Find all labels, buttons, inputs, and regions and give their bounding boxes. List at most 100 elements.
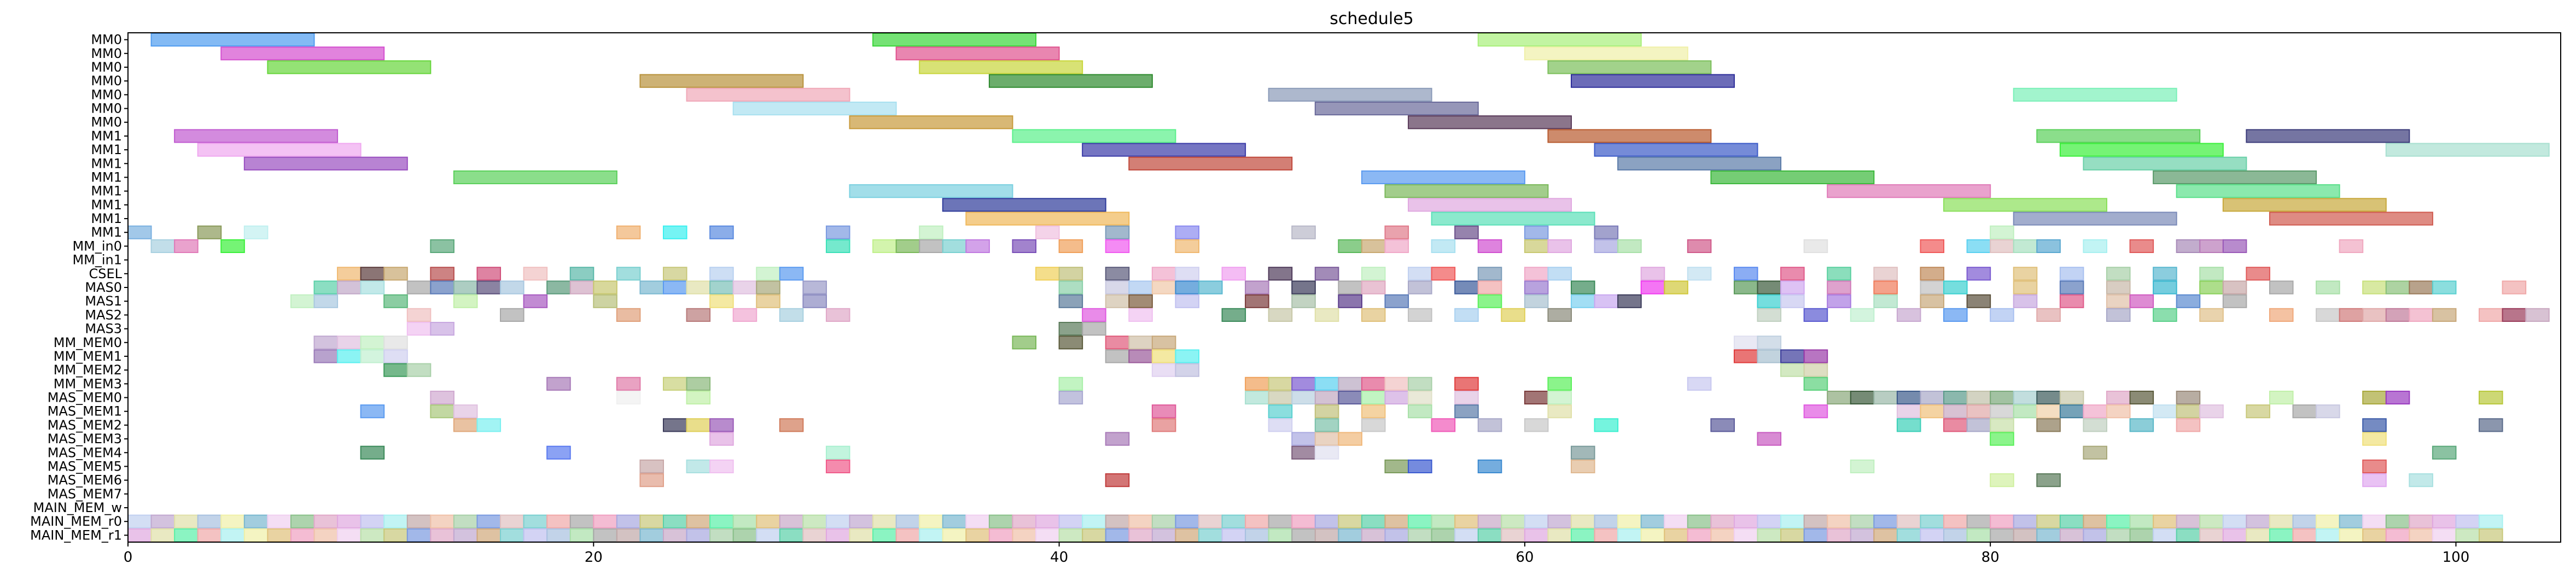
task-bar-534 xyxy=(1268,528,1293,542)
task-bar-94 xyxy=(2013,239,2038,254)
task-bar-113 xyxy=(779,267,804,281)
task-bar-219 xyxy=(1757,294,1782,308)
task-bar-303 xyxy=(662,377,687,391)
task-bar-594 xyxy=(1966,528,1991,542)
y-tick-label: MAS_MEM4 xyxy=(48,445,122,460)
task-bar-181 xyxy=(1873,280,1898,295)
task-bar-360 xyxy=(1547,404,1572,419)
task-bar-340 xyxy=(1990,390,2014,405)
task-bar-609 xyxy=(2153,514,2177,528)
task-bar-124 xyxy=(1431,267,1456,281)
task-bar-155 xyxy=(686,280,711,295)
task-bar-405 xyxy=(1291,432,1316,446)
task-bar-193 xyxy=(2385,280,2410,295)
task-bar-62 xyxy=(1454,225,1479,239)
task-bar-468 xyxy=(500,528,524,542)
task-bar-132 xyxy=(1827,267,1851,281)
task-bar-175 xyxy=(1640,280,1665,295)
task-bar-312 xyxy=(1384,377,1409,391)
task-bar-539 xyxy=(1338,514,1362,528)
task-bar-550 xyxy=(1454,528,1479,542)
task-bar-142 xyxy=(313,280,339,295)
task-bar-177 xyxy=(1733,280,1758,295)
task-bar-457 xyxy=(383,514,408,528)
y-tick-label: MM1 xyxy=(91,184,122,199)
task-bar-52 xyxy=(616,225,641,239)
task-bar-324 xyxy=(1291,390,1316,405)
task-bar-325 xyxy=(1314,390,1339,405)
task-bar-497 xyxy=(849,514,874,528)
task-bar-566 xyxy=(1640,528,1665,542)
task-bar-92 xyxy=(1966,239,1991,254)
task-bar-108 xyxy=(569,267,595,281)
task-bar-385 xyxy=(1268,418,1293,432)
task-bar-236 xyxy=(779,308,804,322)
task-bar-450 xyxy=(290,528,315,542)
task-bar-32 xyxy=(2083,156,2247,171)
task-bar-503 xyxy=(919,514,943,528)
task-bar-590 xyxy=(1920,528,1945,542)
task-bar-610 xyxy=(2153,528,2177,542)
task-bar-333 xyxy=(1827,390,1851,405)
task-bar-208 xyxy=(1128,294,1153,308)
task-bar-279 xyxy=(1128,336,1153,350)
task-bar-511 xyxy=(1012,514,1037,528)
task-bar-411 xyxy=(360,445,385,460)
task-bar-294 xyxy=(1803,349,1828,363)
task-bar-115 xyxy=(1058,267,1083,281)
task-bar-321 xyxy=(1058,390,1083,405)
task-bar-252 xyxy=(1943,308,1968,322)
task-bar-361 xyxy=(1803,404,1828,419)
task-bar-50 xyxy=(197,225,222,239)
task-bar-179 xyxy=(1780,280,1805,295)
task-bar-542 xyxy=(1361,528,1386,542)
task-bar-200 xyxy=(453,294,478,308)
task-bar-186 xyxy=(2106,280,2131,295)
task-bar-204 xyxy=(756,294,780,308)
task-bar-273 xyxy=(337,336,362,350)
y-tick-label: MM_MEM1 xyxy=(54,349,122,364)
task-bar-308 xyxy=(1291,377,1316,391)
task-bar-310 xyxy=(1338,377,1362,391)
y-tick-label: CSEL xyxy=(89,266,122,281)
task-bar-353 xyxy=(453,404,478,419)
task-bar-547 xyxy=(1431,514,1456,528)
x-axis: 0 20 40 60 80 100 xyxy=(124,542,2469,566)
task-bar-205 xyxy=(802,294,827,308)
task-bar-277 xyxy=(1058,336,1083,350)
task-bar-633 xyxy=(2432,514,2457,528)
task-bar-509 xyxy=(988,514,1013,528)
task-bar-263 xyxy=(2409,308,2433,322)
task-bar-231 xyxy=(406,308,432,322)
task-bar-571 xyxy=(1710,514,1735,528)
y-tick-label: MAS2 xyxy=(85,307,122,322)
task-bar-291 xyxy=(1733,349,1758,363)
task-bar-619 xyxy=(2269,514,2294,528)
task-bar-443 xyxy=(220,514,245,528)
task-bar-8 xyxy=(1547,60,1712,74)
task-bar-160 xyxy=(1058,280,1083,295)
task-bar-171 xyxy=(1454,280,1479,295)
task-bar-463 xyxy=(453,514,478,528)
task-bar-53 xyxy=(662,225,687,239)
task-bar-601 xyxy=(2059,514,2084,528)
task-bar-447 xyxy=(267,514,292,528)
task-bar-540 xyxy=(1338,528,1362,542)
task-bar-66 xyxy=(150,239,176,254)
task-bar-67 xyxy=(174,239,199,254)
task-bar-439 xyxy=(174,514,199,528)
task-bar-621 xyxy=(2292,514,2317,528)
task-bar-69 xyxy=(430,239,454,254)
task-bar-235 xyxy=(732,308,757,322)
task-bar-519 xyxy=(1105,514,1130,528)
task-bar-16 xyxy=(1314,101,1479,116)
task-bar-615 xyxy=(2222,514,2247,528)
task-bar-549 xyxy=(1454,514,1479,528)
task-bar-530 xyxy=(1221,528,1246,542)
task-bar-242 xyxy=(1314,308,1339,322)
task-bar-232 xyxy=(500,308,524,322)
task-bar-495 xyxy=(825,514,850,528)
task-bar-428 xyxy=(2362,459,2387,474)
task-bar-80 xyxy=(1338,239,1362,254)
task-bar-598 xyxy=(2013,528,2038,542)
